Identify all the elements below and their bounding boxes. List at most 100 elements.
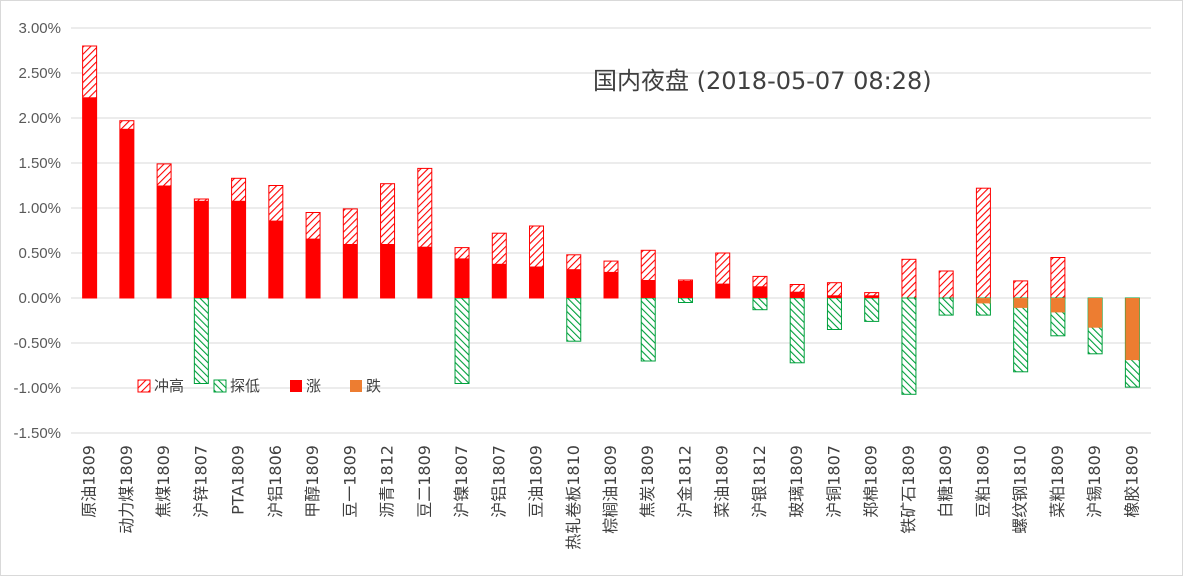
bar-zhang bbox=[529, 266, 544, 298]
y-tick-label: -1.50% bbox=[13, 425, 61, 442]
bar-group bbox=[826, 282, 842, 330]
bar-group bbox=[1087, 297, 1103, 355]
x-tick-label: 沪镍1807 bbox=[452, 445, 471, 518]
bar-group bbox=[342, 208, 358, 299]
bar-group bbox=[82, 45, 98, 299]
y-tick-label: 2.50% bbox=[18, 65, 61, 82]
bar-zhang bbox=[492, 263, 507, 298]
x-tick-label: 沪铜1807 bbox=[824, 445, 843, 518]
bar-tan-di bbox=[752, 297, 768, 311]
bar-chong-gao bbox=[1050, 257, 1066, 299]
x-tick-label: 螺纹钢1810 bbox=[1011, 445, 1030, 534]
x-axis-labels: 原油1809 动力煤1809 焦煤1809 沪锌1807 PTA1809 沪铝1806 甲醇… bbox=[80, 445, 1142, 550]
y-tick-label: 1.00% bbox=[18, 200, 61, 217]
x-tick-label: 沪锌1807 bbox=[191, 445, 210, 518]
x-tick-label: 沥青1812 bbox=[378, 445, 397, 518]
bar-chong-gao bbox=[938, 270, 954, 299]
bar-group bbox=[975, 187, 991, 316]
bar-chong-gao bbox=[1013, 280, 1029, 299]
bar-group bbox=[1124, 297, 1140, 388]
legend-swatch-tan-di bbox=[213, 379, 227, 393]
bar-zhang bbox=[231, 200, 246, 298]
bar-group bbox=[603, 260, 619, 299]
legend-label-zhang: 涨 bbox=[306, 377, 321, 395]
bar-tan-di bbox=[864, 297, 880, 322]
x-tick-label: 焦煤1809 bbox=[154, 445, 173, 518]
x-tick-label: 热轧卷板1810 bbox=[564, 445, 583, 550]
x-tick-label: 菜油1809 bbox=[713, 445, 732, 518]
x-tick-label: 原油1809 bbox=[80, 445, 99, 518]
x-tick-label: 沪铝1806 bbox=[266, 445, 285, 518]
bar-zhang bbox=[417, 246, 432, 298]
bar-group bbox=[193, 198, 209, 384]
y-tick-label: -1.00% bbox=[13, 380, 61, 397]
bar-group bbox=[864, 292, 880, 322]
bar-zhang bbox=[864, 295, 879, 298]
bar-tan-di bbox=[826, 297, 842, 330]
bar-group bbox=[454, 247, 470, 384]
x-tick-label: 豆粕1809 bbox=[973, 445, 992, 518]
x-tick-label: 铁矿石1809 bbox=[899, 445, 918, 534]
bar-tan-di bbox=[789, 297, 805, 364]
bar-die bbox=[1050, 298, 1065, 313]
bar-group bbox=[380, 183, 396, 299]
bar-tan-di bbox=[454, 297, 470, 384]
x-tick-label: 白糖1809 bbox=[936, 445, 955, 518]
bar-group bbox=[417, 167, 433, 299]
chart-title: 国内夜盘 (2018-05-07 08:28) bbox=[593, 67, 932, 95]
bars bbox=[82, 45, 1140, 395]
bar-group bbox=[529, 225, 545, 299]
x-tick-label: PTA1809 bbox=[229, 445, 248, 515]
legend: 冲高 探低 涨 跌 bbox=[137, 377, 381, 395]
bar-zhang bbox=[380, 244, 395, 298]
x-tick-label: 豆二1809 bbox=[415, 445, 434, 518]
bar-die bbox=[1088, 298, 1103, 328]
legend-swatch-chong-gao bbox=[137, 379, 151, 393]
x-tick-label: 玻璃1809 bbox=[787, 445, 806, 518]
bar-die bbox=[1013, 298, 1028, 308]
bar-group bbox=[1013, 280, 1029, 373]
bar-zhang bbox=[306, 238, 321, 298]
x-tick-label: 焦炭1809 bbox=[638, 445, 657, 518]
y-axis-ticks: 3.00% 2.50% 2.00% 1.50% 1.00% 0.50% 0.00% -0.50… bbox=[13, 20, 61, 442]
bar-group bbox=[268, 185, 284, 299]
bar-zhang bbox=[119, 128, 134, 298]
legend-label-chong-gao: 冲高 bbox=[154, 377, 184, 395]
bar-tan-di bbox=[1013, 297, 1029, 373]
bar-die bbox=[976, 298, 991, 304]
bar-group bbox=[715, 252, 731, 299]
bar-group bbox=[491, 232, 507, 299]
bar-group bbox=[677, 279, 693, 303]
bar-zhang bbox=[752, 286, 767, 298]
y-tick-label: 1.50% bbox=[18, 155, 61, 172]
bar-chong-gao bbox=[975, 187, 991, 299]
x-tick-label: 菜粕1809 bbox=[1048, 445, 1067, 518]
x-tick-label: 橡胶1809 bbox=[1122, 445, 1141, 518]
bar-group bbox=[938, 270, 954, 316]
y-tick-label: 0.00% bbox=[18, 290, 61, 307]
x-tick-label: 豆一1809 bbox=[340, 445, 359, 518]
bar-group bbox=[789, 284, 805, 364]
bar-tan-di bbox=[566, 297, 582, 342]
x-tick-label: 沪银1812 bbox=[750, 445, 769, 518]
bar-tan-di bbox=[640, 297, 656, 362]
x-tick-label: 沪铝1807 bbox=[489, 445, 508, 518]
y-tick-label: 3.00% bbox=[18, 20, 61, 37]
legend-label-die: 跌 bbox=[366, 377, 381, 395]
bar-group bbox=[305, 212, 321, 299]
x-tick-label: 豆油1809 bbox=[527, 445, 546, 518]
grid-lines bbox=[71, 27, 1151, 434]
bar-tan-di bbox=[938, 297, 954, 316]
bar-zhang bbox=[715, 283, 730, 298]
legend-label-tan-di: 探低 bbox=[230, 377, 260, 395]
bar-die bbox=[1125, 298, 1140, 361]
bar-zhang bbox=[455, 258, 470, 298]
legend-swatch-die bbox=[350, 380, 362, 392]
bar-zhang bbox=[827, 295, 842, 298]
y-tick-label: 0.50% bbox=[18, 245, 61, 262]
x-tick-label: 棕榈油1809 bbox=[601, 445, 620, 534]
bar-zhang bbox=[678, 280, 693, 298]
bar-group bbox=[119, 120, 135, 299]
bar-group bbox=[156, 163, 172, 299]
